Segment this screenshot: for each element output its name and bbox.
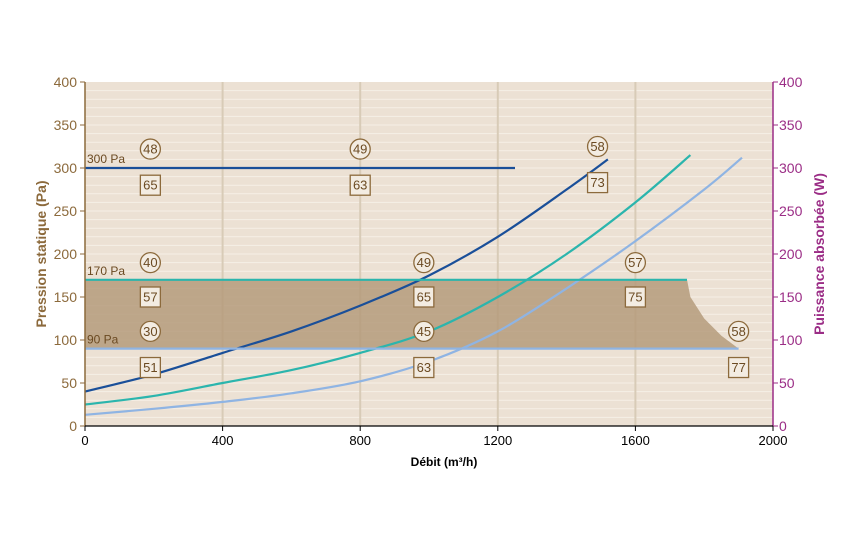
y-tick-label-right: 400 [779,74,803,90]
y-tick-label-left: 300 [54,160,78,176]
noise-level-circle [139,251,162,274]
x-axis-title: Débit (m³/h) [411,455,478,469]
noise-level-circle [413,320,435,343]
x-tick-label: 2000 [759,433,788,448]
noise-level-circle [349,138,371,160]
power-level-square [413,286,435,308]
y-tick-label-left: 100 [54,332,78,348]
y-tick-label-left: 350 [54,117,78,133]
noise-level-circle [727,320,750,343]
annotations: 300 Pa 170 Pa 90 Pa 48 49 58 40 49 57 30 45 58 65 63 7… [87,135,750,379]
noise-level-label: 49 [353,142,367,157]
y-tick-label-right: 150 [779,289,803,305]
power-level-label: 73 [590,175,604,190]
noise-level-label: 30 [143,324,157,339]
series-line-0 [84,158,609,393]
power-level-label: 65 [417,290,431,305]
y-tick-label-left: 150 [54,289,78,305]
series-group [84,154,743,416]
power-level-square [413,356,435,379]
noise-level-circle [624,251,647,274]
noise-level-label: 40 [143,255,157,270]
power-level-label: 51 [143,360,157,375]
noise-level-circle [139,138,162,160]
y-tick-label-left: 50 [61,375,77,391]
y-axis-title-right: Puissance absorbée (W) [811,173,827,335]
x-tick-label: 1600 [621,433,650,448]
y-tick-label-right: 0 [779,418,787,434]
noise-level-label: 45 [417,324,431,339]
power-level-square [586,171,609,194]
power-level-square [349,174,371,196]
noise-level-label: 57 [628,255,642,270]
power-level-square [624,286,647,308]
power-level-square [139,356,162,379]
series-line-1 [84,154,692,406]
y-tick-label-right: 200 [779,246,803,262]
power-level-square [139,286,162,308]
y-tick-label-right: 300 [779,160,803,176]
x-tick-label: 0 [81,433,88,448]
noise-level-circle [139,320,162,343]
y-tick-label-left: 200 [54,246,78,262]
pressure-label: 90 Pa [87,333,119,347]
y-axis-title-left: Pression statique (Pa) [33,180,49,327]
y-tick-label-right: 350 [779,117,803,133]
y-tick-label-right: 100 [779,332,803,348]
y-tick-label-right: 50 [779,375,795,391]
pressure-label: 170 Pa [87,264,125,278]
x-tick-label: 800 [349,433,371,448]
noise-level-label: 49 [417,255,431,270]
power-level-label: 63 [417,360,431,375]
noise-level-label: 48 [143,142,157,157]
power-level-label: 65 [143,178,157,193]
power-level-label: 75 [628,290,642,305]
noise-level-circle [586,135,609,158]
x-tick-label: 400 [212,433,234,448]
pressure-label: 300 Pa [87,152,125,166]
y-tick-label-left: 0 [69,418,77,434]
power-level-square [139,174,162,196]
power-level-label: 63 [353,178,367,193]
y-tick-label-left: 250 [54,203,78,219]
noise-level-circle [413,251,435,274]
power-level-label: 57 [143,290,157,305]
operating-region [85,279,739,349]
x-tick-label: 1200 [483,433,512,448]
y-tick-label-right: 250 [779,203,803,219]
power-level-square [727,356,750,379]
power-level-label: 77 [731,360,745,375]
noise-level-label: 58 [731,324,745,339]
y-tick-label-left: 400 [54,74,78,90]
noise-level-label: 58 [590,139,604,154]
